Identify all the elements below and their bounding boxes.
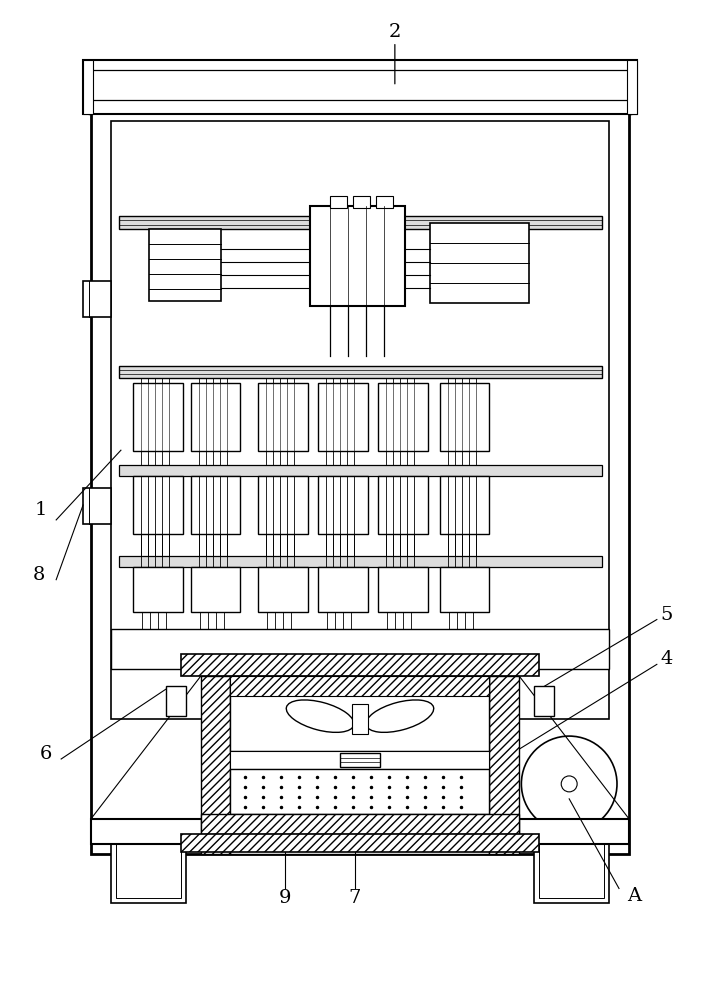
Text: 7: 7 (349, 889, 361, 907)
Bar (83, 60, 637, 114)
Bar (258, 567, 308, 612)
Bar (230, 676, 490, 696)
Bar (116, 844, 181, 898)
Text: 1: 1 (35, 501, 47, 519)
Bar (490, 676, 519, 854)
Bar (353, 196, 370, 208)
Bar (539, 844, 604, 898)
Bar (133, 567, 182, 612)
Bar (378, 567, 428, 612)
Bar (119, 465, 602, 476)
Text: 6: 6 (40, 745, 52, 763)
Bar (318, 476, 368, 534)
Bar (149, 229, 220, 301)
Bar (83, 60, 93, 114)
Bar (258, 383, 308, 451)
Bar (230, 769, 490, 814)
Bar (352, 704, 368, 734)
Bar (111, 629, 609, 669)
Bar (534, 686, 554, 716)
Text: 8: 8 (33, 566, 45, 584)
Bar (111, 121, 609, 719)
Bar (439, 567, 490, 612)
Circle shape (561, 776, 577, 792)
Bar (439, 476, 490, 534)
Bar (91, 77, 629, 854)
Bar (378, 383, 428, 451)
Bar (340, 753, 380, 767)
Bar (91, 819, 629, 844)
Bar (310, 206, 405, 306)
Ellipse shape (366, 700, 434, 732)
Bar (181, 654, 539, 676)
Bar (191, 567, 241, 612)
Bar (166, 686, 186, 716)
Bar (83, 488, 111, 524)
Bar (230, 676, 490, 751)
Bar (318, 383, 368, 451)
Circle shape (521, 736, 617, 832)
Bar (83, 281, 111, 317)
Bar (200, 814, 519, 834)
Bar (133, 383, 182, 451)
Ellipse shape (286, 700, 354, 732)
Bar (627, 60, 637, 114)
Bar (376, 196, 393, 208)
Text: 2: 2 (388, 23, 401, 41)
Bar (318, 567, 368, 612)
Bar (191, 476, 241, 534)
Bar (230, 676, 490, 854)
Bar (133, 476, 182, 534)
Text: A: A (627, 887, 641, 905)
Bar (439, 383, 490, 451)
Bar (119, 216, 602, 229)
Text: 9: 9 (279, 889, 292, 907)
Bar (330, 196, 347, 208)
Bar (111, 839, 186, 903)
Bar (119, 366, 602, 378)
Bar (181, 834, 539, 852)
Bar (230, 751, 490, 769)
Bar (191, 383, 241, 451)
Bar (534, 839, 609, 903)
Text: 5: 5 (661, 606, 673, 624)
Bar (430, 223, 529, 303)
Bar (200, 676, 230, 854)
Bar (258, 476, 308, 534)
Bar (378, 476, 428, 534)
Bar (119, 556, 602, 567)
Text: 4: 4 (661, 650, 673, 668)
